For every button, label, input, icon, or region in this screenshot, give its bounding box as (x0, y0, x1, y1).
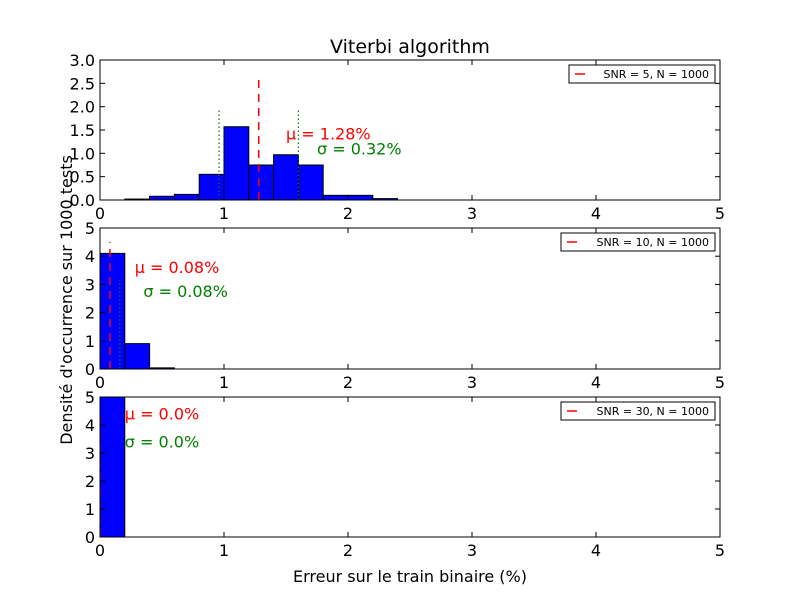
plot-area (124, 74, 399, 200)
y-tick-label: 2 (85, 472, 95, 491)
y-tick-label: 0 (85, 528, 95, 547)
y-tick-label: 5 (85, 219, 95, 238)
legend-box (560, 401, 716, 421)
histogram-bar (198, 173, 225, 200)
std-annotation: σ = 0.0% (125, 432, 199, 451)
y-tick-label: 1 (85, 332, 95, 351)
axes-frame (99, 396, 721, 538)
x-tick-label: 1 (219, 204, 229, 223)
x-tick-label: 2 (343, 204, 353, 223)
y-tick-label: 2.0 (70, 98, 95, 117)
y-tick-label: 1 (85, 500, 95, 519)
histogram-panel-1: 0 1 2 3 4 5 0.0 0.5 1.0 1.5 2.0 2.5 3.0 μ = 1.28%σ = … (70, 51, 726, 223)
histogram-bar (347, 194, 374, 200)
y-tick-label: 0.5 (70, 168, 95, 187)
std-annotation: σ = 0.32% (317, 139, 402, 158)
y-tick-label: 4 (85, 416, 95, 435)
mean-annotation: μ = 0.0% (125, 404, 199, 423)
x-tick-label: 3 (467, 204, 477, 223)
x-tick-label: 5 (715, 204, 725, 223)
y-tick-label: 0.0 (70, 191, 95, 210)
histogram-bar (273, 154, 299, 200)
x-tick-label: 4 (591, 373, 601, 392)
x-tick-label: 4 (591, 204, 601, 223)
histogram-bar (297, 164, 324, 200)
x-tick-label: 1 (219, 541, 229, 560)
histogram-bar (124, 343, 151, 369)
figure-title: Viterbi algorithm (330, 36, 490, 58)
legend: SNR = 30, N = 1000 (560, 401, 716, 421)
x-tick-label: 5 (715, 373, 725, 392)
y-tick-label: 0 (85, 360, 95, 379)
y-tick-label: 1.5 (70, 121, 95, 140)
y-tick-label: 3 (85, 275, 95, 294)
legend-label: SNR = 5, N = 1000 (604, 68, 710, 81)
x-tick-label: 1 (219, 373, 229, 392)
histogram-bar (223, 126, 250, 200)
histogram-bar (173, 193, 200, 200)
y-tick-label: 2.5 (70, 74, 95, 93)
mean-annotation: μ = 0.08% (135, 258, 220, 277)
y-tick-label: 3.0 (70, 51, 95, 70)
legend: SNR = 5, N = 1000 (568, 64, 716, 84)
x-tick-label: 3 (467, 373, 477, 392)
legend: SNR = 10, N = 1000 (560, 232, 716, 252)
y-tick-label: 1.0 (70, 144, 95, 163)
y-tick-label: 3 (85, 444, 95, 463)
std-annotation: σ = 0.08% (143, 282, 228, 301)
histogram-bar (149, 195, 175, 200)
histogram-bar (248, 164, 275, 200)
legend-box (560, 232, 716, 252)
legend-label: SNR = 10, N = 1000 (597, 236, 710, 249)
y-tick-label: 4 (85, 247, 95, 266)
x-axis-label: Erreur sur le train binaire (%) (293, 567, 527, 586)
x-tick-label: 4 (591, 541, 601, 560)
histogram-panel-3: 0 1 2 3 4 5 0 1 2 3 4 5 μ = 0.0% σ = 0.0% SNR = 30, N … (85, 388, 725, 560)
y-tick-label: 2 (85, 304, 95, 323)
histogram-bar (322, 194, 349, 200)
mean-annotation: μ = 1.28% (286, 124, 371, 143)
y-tick-label: 5 (85, 388, 95, 407)
legend-label: SNR = 30, N = 1000 (597, 405, 710, 418)
histogram-bar (372, 198, 399, 200)
axes-frame (99, 227, 721, 370)
x-tick-label: 0 (95, 541, 105, 560)
histogram-bar (100, 397, 126, 537)
x-tick-label: 0 (95, 204, 105, 223)
plot-area (100, 397, 126, 537)
plot-area (100, 242, 175, 369)
y-axis-label: Densité d'occurrence sur 1000 tests (57, 155, 76, 445)
x-tick-label: 5 (715, 541, 725, 560)
histogram-panel-2: 0 1 2 3 4 5 0 1 2 3 4 5 μ = 0.08% σ = 0.08% SNR = 10, … (85, 219, 725, 392)
histogram-bar (100, 252, 126, 369)
x-tick-label: 0 (95, 373, 105, 392)
x-tick-label: 3 (467, 541, 477, 560)
histogram-bar (149, 367, 175, 369)
x-tick-label: 2 (343, 541, 353, 560)
x-tick-label: 2 (343, 373, 353, 392)
legend-box (568, 64, 716, 84)
